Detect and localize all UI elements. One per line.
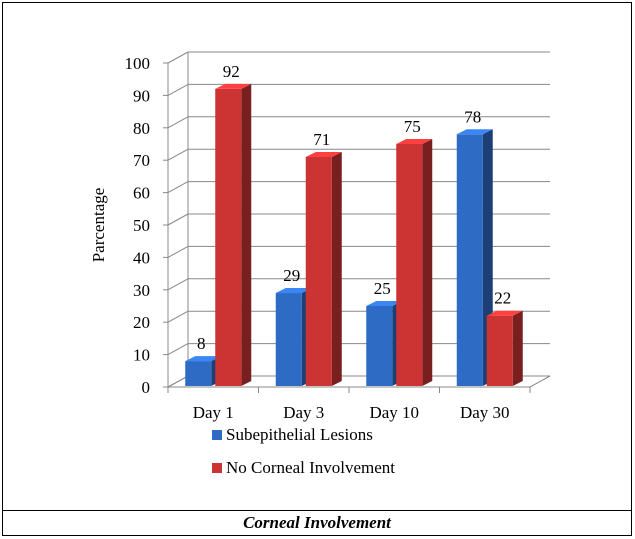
data-label: 75 [404,117,421,136]
legend: Subepithelial Lesions No Corneal Involvem… [212,425,395,477]
data-label: 29 [283,266,300,285]
data-label: 78 [464,107,481,126]
bar [486,315,513,386]
gridline-diagonal [167,148,189,161]
gridline-diagonal [167,310,189,323]
bar-side [512,310,523,386]
y-tick-label: 10 [133,346,150,365]
y-tick-label: 40 [133,248,150,267]
gridline-diagonal [167,278,189,291]
data-label: 71 [313,130,330,149]
data-label: 92 [223,62,240,81]
bar-side [422,139,433,386]
y-tick-label: 90 [133,86,150,105]
bars [185,83,523,387]
x-category-labels: Day 1 Day 3 Day 10 Day 30 [193,403,510,422]
gridline-diagonal [167,83,189,96]
y-tick-label: 30 [133,281,150,300]
chart-floor [167,375,551,388]
gridline-diagonal [167,245,189,258]
gridline-diagonal [167,116,189,129]
chart-walls [163,52,551,393]
bar [275,293,302,386]
bar-top [396,139,433,144]
legend-label: No Corneal Involvement [226,458,395,477]
gridline-diagonal [167,343,189,356]
x-category-label: Day 1 [193,403,234,422]
legend-swatch [212,463,222,473]
x-category-label: Day 10 [369,403,419,422]
data-label: 25 [374,279,391,298]
bar-top [486,310,523,316]
bar-top [305,151,342,157]
y-axis-label: Parcentage [89,188,108,263]
bar [366,306,393,386]
gridline-diagonal [167,213,189,226]
data-labels: 8 92 29 71 25 75 78 22 [197,62,511,353]
data-label: 8 [197,334,206,353]
figure-caption: Corneal Involvement [243,513,391,532]
bar [305,156,332,386]
bar-top [275,288,312,294]
bar-side [331,151,342,386]
bar-top [185,356,222,362]
y-tick-label: 80 [133,119,150,138]
legend-label: Subepithelial Lesions [226,425,373,444]
bar-top [366,301,403,306]
y-tick-label: 0 [142,378,151,397]
y-tick-label: 50 [133,216,150,235]
bar [215,88,242,387]
y-tick-label: 20 [133,313,150,332]
x-category-label: Day 30 [460,403,510,422]
y-tick-label: 60 [133,184,150,203]
bar [456,134,483,386]
legend-swatch [212,430,222,440]
gridline-diagonal [167,51,189,64]
bar [185,361,212,386]
caption-divider [2,510,632,511]
bar-top [456,129,493,135]
x-category-label: Day 3 [283,403,324,422]
y-tick-labels: 0 10 20 30 40 50 60 70 80 90 100 [125,54,151,397]
bar-top [215,83,252,89]
y-tick-label: 70 [133,151,150,170]
bar [396,144,423,386]
bar-side [241,83,252,387]
gridline-diagonal [167,181,189,194]
y-tick-label: 100 [125,54,151,73]
data-label: 22 [494,289,511,308]
